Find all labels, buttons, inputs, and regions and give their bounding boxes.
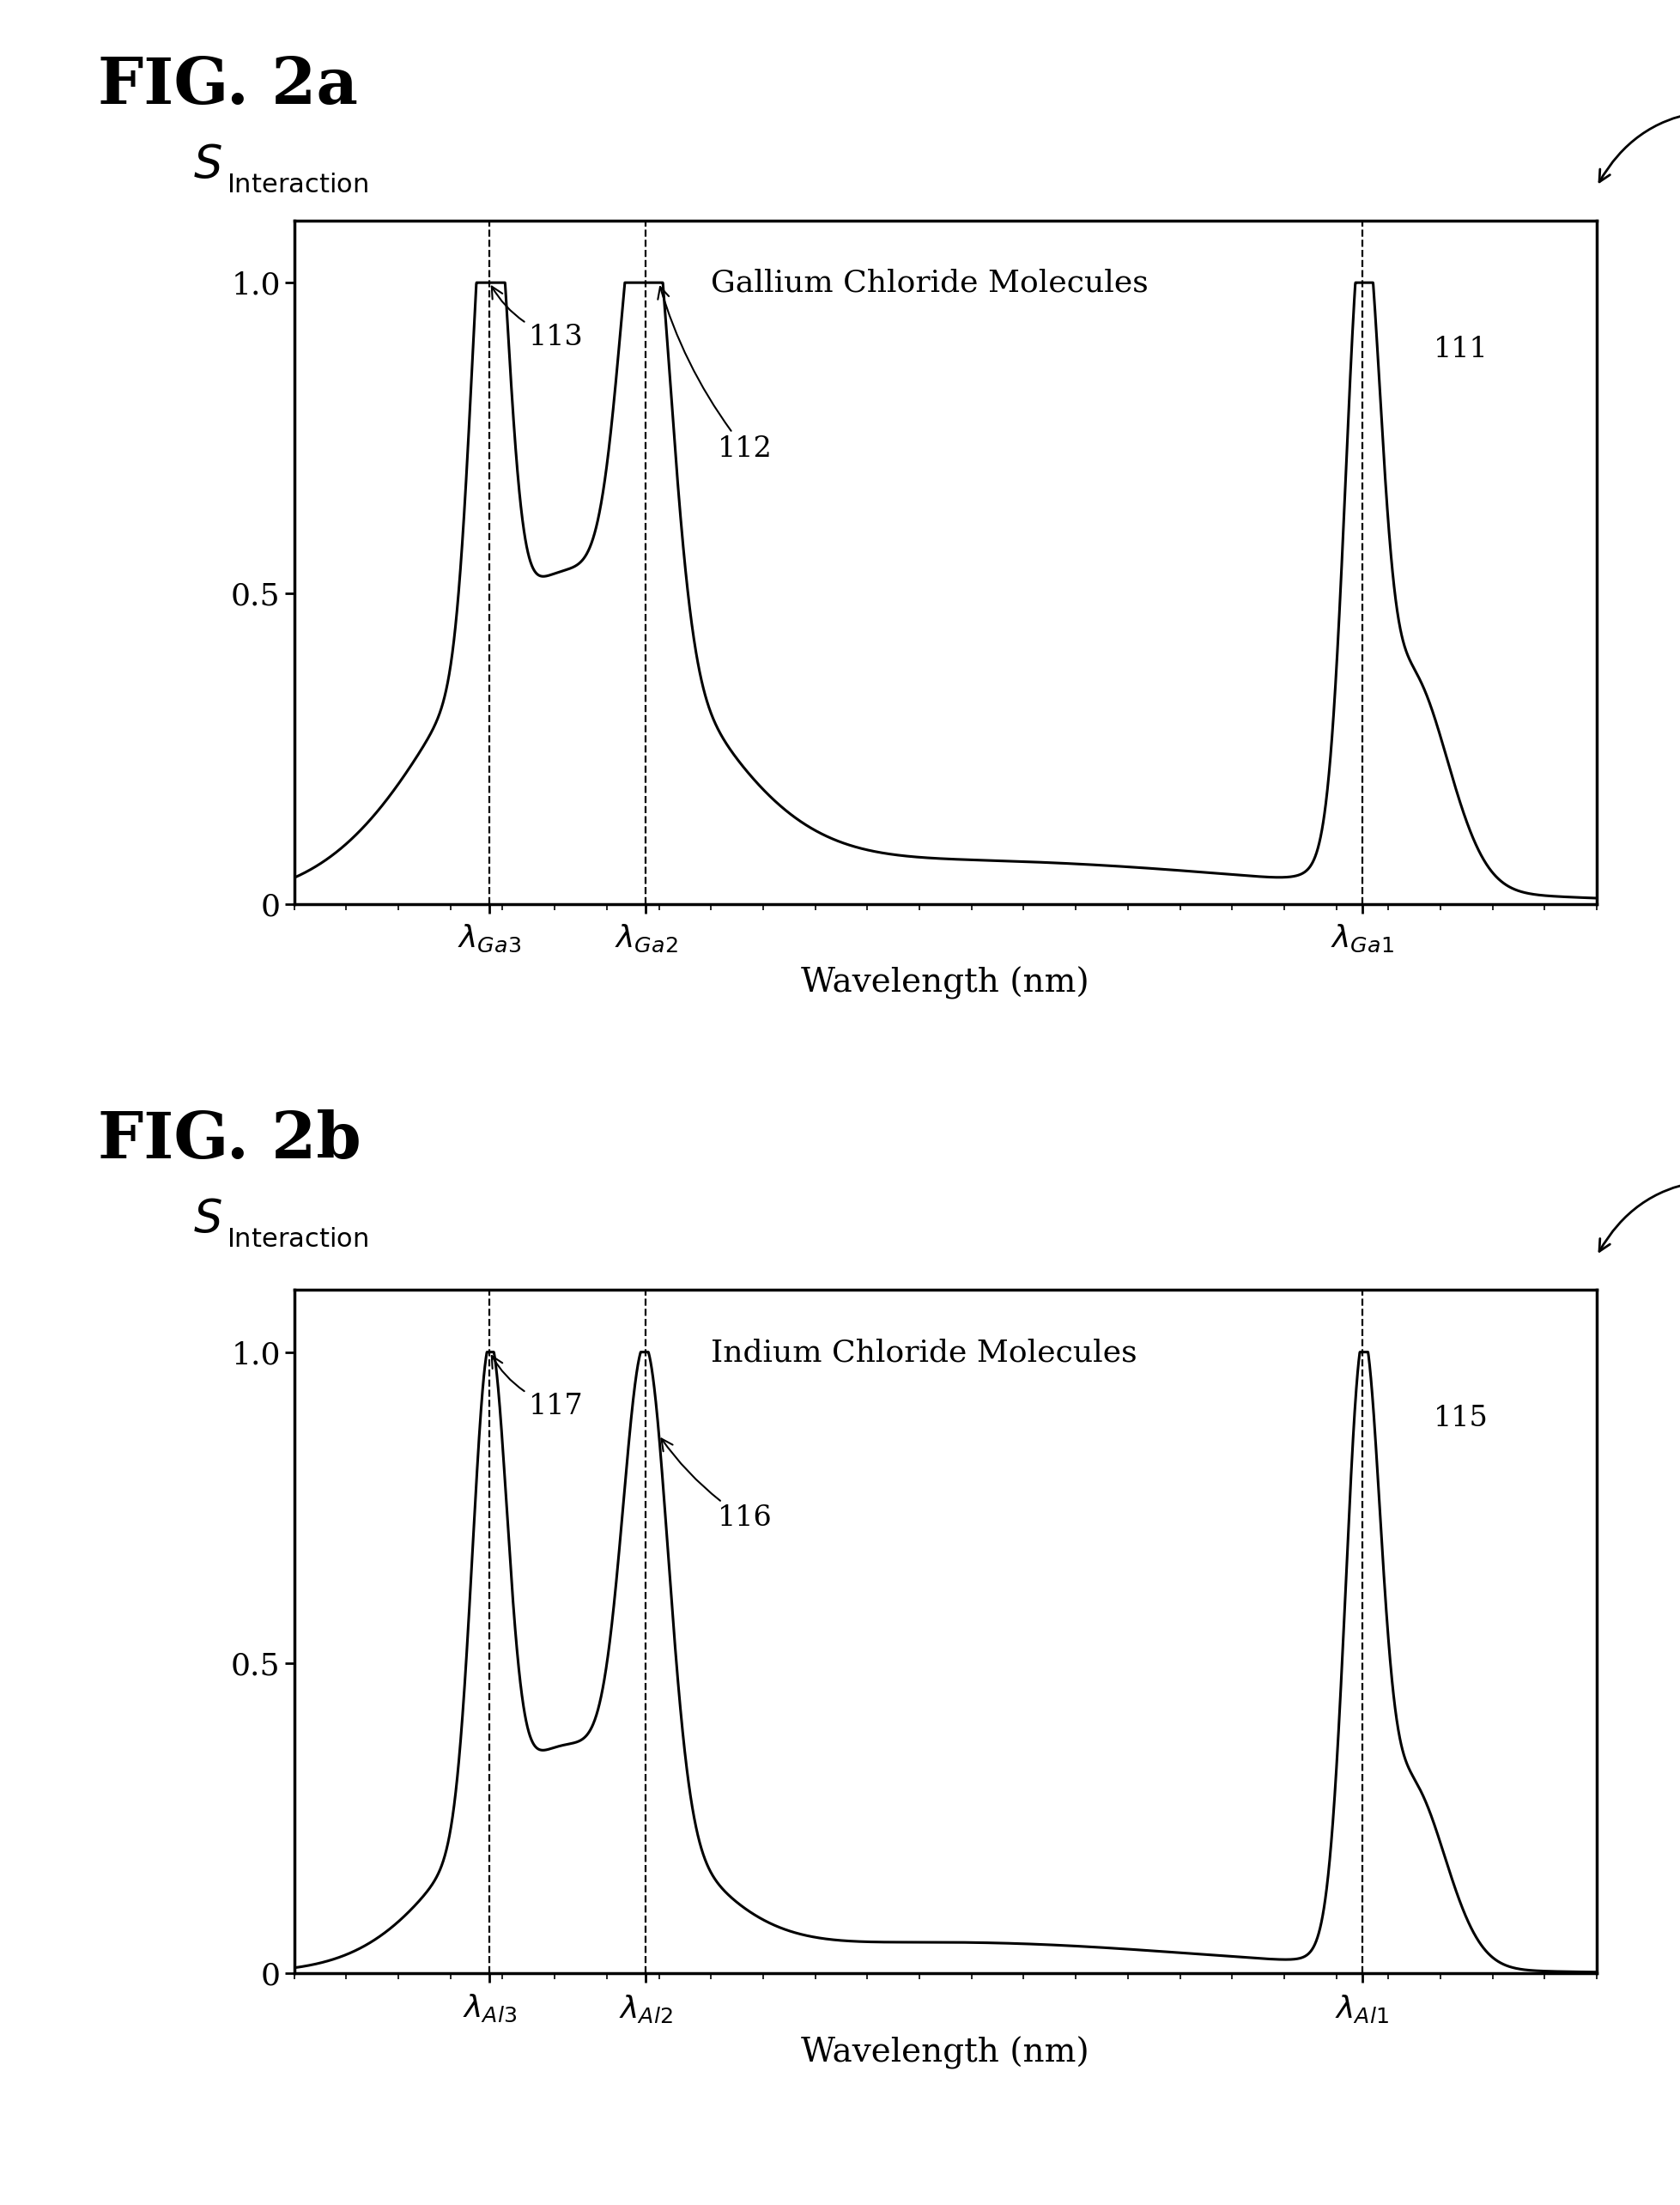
Text: 112: 112 xyxy=(657,287,771,463)
Text: $S$: $S$ xyxy=(193,143,222,187)
Text: Indium Chloride Molecules: Indium Chloride Molecules xyxy=(711,1338,1137,1367)
Text: 113: 113 xyxy=(492,287,583,351)
Text: FIG. 2a: FIG. 2a xyxy=(97,55,358,117)
Text: 111: 111 xyxy=(1433,335,1488,364)
X-axis label: Wavelength (nm): Wavelength (nm) xyxy=(801,2035,1089,2068)
X-axis label: Wavelength (nm): Wavelength (nm) xyxy=(801,966,1089,999)
Text: 110: 110 xyxy=(1598,97,1680,183)
Text: Gallium Chloride Molecules: Gallium Chloride Molecules xyxy=(711,269,1147,298)
Text: FIG. 2b: FIG. 2b xyxy=(97,1109,361,1171)
Text: $\mathrm{Interaction}$: $\mathrm{Interaction}$ xyxy=(227,1226,368,1252)
Text: 116: 116 xyxy=(660,1438,771,1532)
Text: 115: 115 xyxy=(1433,1405,1488,1433)
Text: $\mathrm{Interaction}$: $\mathrm{Interaction}$ xyxy=(227,172,368,198)
Text: $S$: $S$ xyxy=(193,1197,222,1241)
Text: 114: 114 xyxy=(1598,1166,1680,1252)
Text: 117: 117 xyxy=(492,1356,583,1420)
